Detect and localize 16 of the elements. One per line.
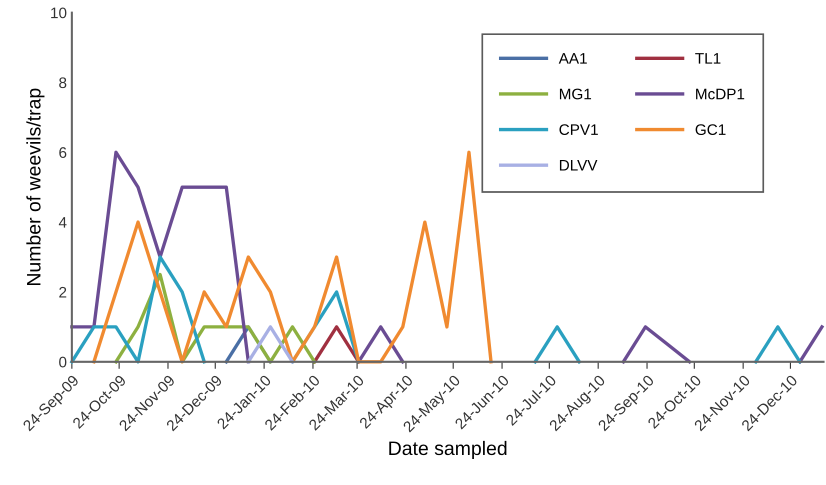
y-tick-label: 0 — [59, 356, 66, 368]
legend-label: DLVV — [560, 160, 598, 171]
y-tick-label: 4 — [58, 217, 67, 228]
y-tick-label: 2 — [59, 286, 66, 298]
line-series — [92, 150, 493, 364]
y-tick-label: 10 — [51, 7, 66, 18]
y-tick-label: 6 — [59, 147, 66, 158]
legend-label: GC1 — [696, 124, 726, 136]
y-tick-label: 8 — [59, 77, 66, 88]
y-axis-title: Number of weevils/trap — [26, 88, 44, 286]
legend-label: MG1 — [560, 88, 592, 100]
x-axis-title: Date sampled — [389, 440, 506, 459]
legend-label: CPV1 — [559, 124, 598, 136]
legend-label: McDP1 — [696, 88, 744, 100]
legend-label: AA1 — [558, 53, 587, 64]
legend-label: TL1 — [695, 53, 720, 64]
